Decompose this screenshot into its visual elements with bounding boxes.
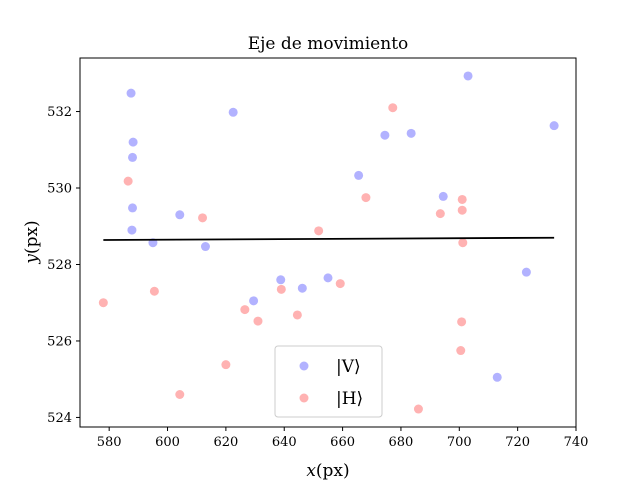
data-point-h	[335, 279, 345, 289]
y-tick-label: 532	[47, 105, 72, 120]
data-point-v	[126, 88, 136, 98]
x-tick-label: 620	[213, 435, 238, 450]
x-axis-unit: (px)	[316, 461, 350, 480]
legend-marker-h	[299, 393, 309, 403]
legend-label-h: |H⟩	[336, 389, 363, 409]
x-tick-label: 600	[155, 435, 180, 450]
data-point-h	[314, 226, 324, 236]
data-point-h	[388, 103, 398, 113]
fit-line	[103, 236, 555, 241]
data-point-h	[292, 310, 302, 320]
y-axis-ticks: 524 526 528 530 532	[47, 105, 80, 426]
data-point-v	[228, 107, 238, 117]
data-point-h	[361, 193, 371, 203]
data-point-v	[463, 71, 473, 81]
data-point-h	[456, 346, 466, 356]
data-point-v	[521, 267, 531, 277]
data-point-v	[406, 128, 416, 138]
data-point-h	[457, 317, 467, 327]
data-point-v	[438, 191, 448, 201]
data-point-v	[549, 121, 559, 131]
data-point-v	[249, 296, 259, 306]
y-tick-label: 524	[47, 411, 72, 426]
data-point-v	[276, 275, 286, 285]
data-point-h	[435, 209, 445, 219]
x-tick-label: 740	[564, 435, 589, 450]
data-point-h	[98, 298, 108, 308]
chart-title: Eje de movimiento	[248, 34, 409, 54]
data-point-h	[457, 194, 467, 204]
y-tick-label: 526	[47, 334, 72, 349]
data-point-h	[413, 404, 423, 414]
plot-area-frame	[79, 57, 577, 428]
data-point-v	[128, 203, 138, 213]
y-axis-title: y(px)	[22, 220, 42, 264]
data-point-h	[276, 284, 286, 294]
data-point-v	[128, 137, 138, 147]
x-axis-ticks: 580 600 620 640 660 680 700 720 740	[97, 427, 589, 450]
data-point-h	[198, 213, 208, 223]
data-point-v	[354, 170, 364, 180]
x-tick-label: 640	[272, 435, 297, 450]
y-axis-var: y	[22, 254, 42, 265]
data-point-v	[127, 225, 137, 235]
data-point-v	[200, 242, 210, 252]
legend-box	[274, 345, 383, 418]
x-tick-label: 700	[447, 435, 472, 450]
y-tick-label: 530	[47, 182, 72, 197]
legend-label-v: |V⟩	[336, 357, 361, 377]
data-point-h	[123, 176, 133, 186]
markers-layer	[98, 71, 559, 414]
data-point-v	[175, 210, 185, 220]
data-point-h	[221, 360, 231, 370]
x-tick-label: 720	[505, 435, 530, 450]
data-point-v	[323, 273, 333, 283]
x-tick-label: 580	[97, 435, 122, 450]
data-point-v	[297, 283, 307, 293]
fit-line-layer	[103, 236, 555, 241]
data-point-h	[457, 205, 467, 215]
x-axis-var: x	[306, 461, 316, 480]
data-point-h	[175, 389, 185, 399]
data-point-v	[380, 130, 390, 140]
data-point-v	[492, 372, 502, 382]
x-tick-label: 680	[389, 435, 414, 450]
legend-marker-v	[299, 361, 309, 371]
data-point-h	[240, 305, 250, 315]
data-point-h	[253, 316, 263, 326]
data-point-h	[149, 286, 159, 296]
y-axis-unit: (px)	[22, 220, 42, 254]
data-point-h	[458, 238, 468, 248]
legend: |V⟩ |H⟩	[274, 345, 383, 418]
x-tick-label: 660	[330, 435, 355, 450]
data-point-v	[128, 152, 138, 162]
y-tick-label: 528	[47, 258, 72, 273]
x-axis-title: x(px)	[306, 461, 349, 480]
